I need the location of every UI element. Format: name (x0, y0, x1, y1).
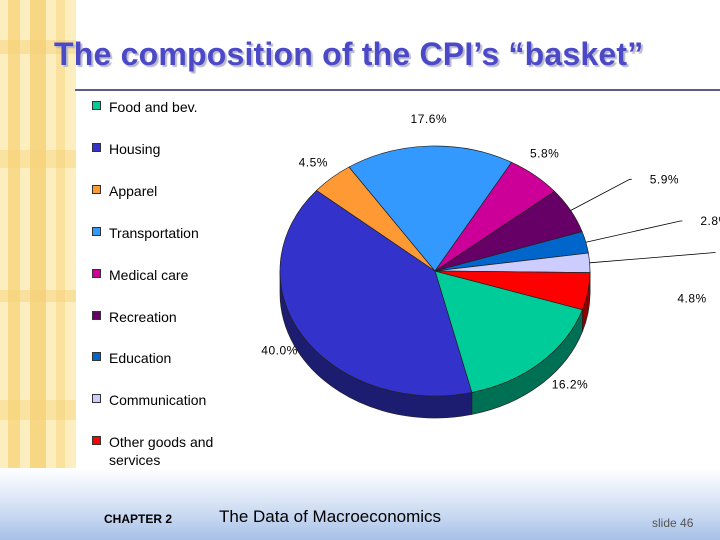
side-stripe-decoration (0, 0, 76, 540)
pie-leader-lines (570, 178, 716, 264)
title-divider (75, 89, 720, 91)
value-label-transportation: 17.6% (411, 112, 448, 126)
value-label-medical-care: 5.8% (530, 147, 559, 161)
value-label-housing: 40.0% (261, 344, 298, 358)
legend-label: Housing (109, 141, 161, 157)
footer-chapter: CHAPTER 2 (104, 512, 173, 526)
legend-swatch (92, 352, 101, 361)
legend-label: Transportation (109, 225, 199, 241)
value-label-recreation: 5.9% (650, 172, 679, 186)
value-label-education: 2.8% (700, 214, 720, 228)
pie-slices (279, 145, 591, 397)
legend-swatch (92, 185, 101, 194)
pie-slice-transportation (348, 145, 513, 272)
legend-label: Food and bev. (109, 99, 198, 115)
stripe-band-5 (0, 150, 76, 168)
stripe-band-2 (30, 0, 46, 540)
stripe-band-6 (0, 290, 76, 302)
legend-label: Recreation (109, 309, 177, 325)
value-label-apparel: 4.5% (299, 156, 328, 170)
value-label-other-goods-and-services: 4.8% (677, 292, 706, 306)
pie-slice-housing (279, 190, 473, 397)
leader-line-recreation (570, 178, 632, 211)
legend-swatch (92, 311, 101, 320)
slide-title: The composition of the CPI’s “basket” (54, 36, 644, 72)
value-label-food-and-bev: 16.2% (552, 377, 589, 391)
pie-slice-food-and-bev (434, 270, 583, 393)
legend-label: Other goods and services (109, 434, 214, 468)
stripe-pattern (0, 0, 76, 540)
stripe-band-3 (56, 0, 65, 540)
legend-swatch (92, 269, 101, 278)
pie-value-labels: 16.2%40.0%4.5%17.6%5.8%5.9%2.8%2.5%4.8% (261, 112, 720, 391)
legend-label: Apparel (109, 183, 158, 199)
footer-bar (0, 468, 720, 540)
legend-label: Communication (109, 392, 207, 408)
leader-line-communication (589, 252, 716, 264)
slide-number: slide 46 (652, 516, 694, 530)
footer-subject: The Data of Macroeconomics (219, 507, 442, 526)
legend-swatch (92, 227, 101, 236)
legend-swatch (92, 394, 101, 403)
legend-swatch (92, 436, 101, 445)
stripe-band-7 (0, 400, 76, 420)
legend-label: Education (109, 350, 172, 366)
pie-slice-other-goods-and-services (434, 270, 591, 311)
stripe-band-4 (0, 40, 76, 54)
legend-label: Medical care (109, 267, 189, 283)
legend-swatch (92, 143, 101, 152)
stripe-band-1 (8, 0, 20, 540)
leader-line-education (585, 220, 683, 243)
legend-swatch (92, 101, 101, 110)
